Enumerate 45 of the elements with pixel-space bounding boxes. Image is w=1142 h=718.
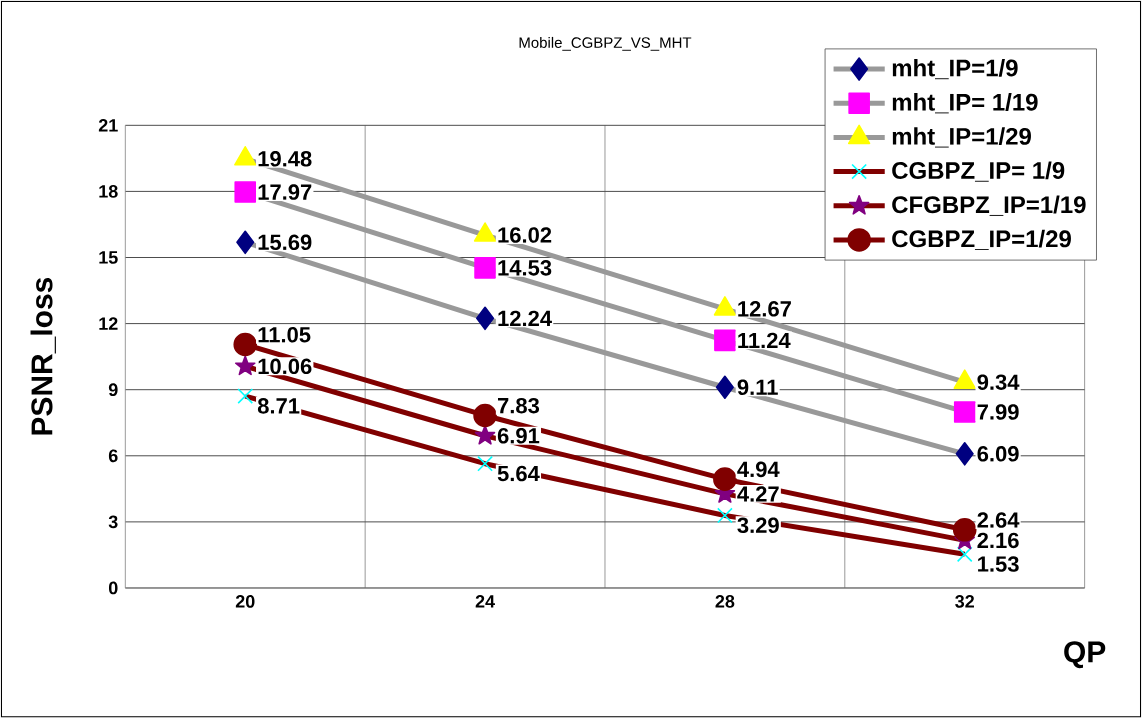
y-tick-label: 21 (98, 118, 118, 132)
y-axis-title: PSNR_loss (30, 277, 56, 435)
data-label: 2.64 (977, 512, 1020, 528)
x-axis-title: QP (1064, 641, 1106, 668)
legend-label: mht_IP=1/29 (892, 127, 1031, 148)
data-label: 4.94 (737, 461, 780, 477)
data-label: 6.09 (977, 445, 1019, 462)
legend-label: mht_IP= 1/19 (892, 92, 1038, 114)
x-tick-label: 32 (955, 594, 974, 608)
data-label: 7.99 (977, 404, 1019, 420)
data-label: 15.69 (258, 234, 312, 250)
legend-label: mht_IP=1/9 (892, 58, 1018, 80)
y-tick-label: 6 (108, 449, 118, 463)
data-label: 3.29 (737, 517, 779, 533)
data-label: 4.27 (737, 486, 779, 502)
data-label: 2.16 (977, 532, 1019, 549)
data-label: 19.48 (258, 150, 312, 167)
data-label: 9.34 (977, 374, 1020, 390)
legend-label: CGBPZ_IP= 1/9 (892, 161, 1065, 182)
x-tick-label: 24 (475, 594, 495, 608)
data-label: 7.83 (497, 397, 540, 414)
y-tick-label: 3 (108, 515, 118, 529)
y-tick-label: 12 (99, 317, 118, 330)
legend-label: CGBPZ_IP=1/29 (892, 229, 1071, 250)
data-label: 9.11 (737, 379, 778, 395)
data-label: 16.02 (498, 227, 552, 243)
data-label: 17.97 (258, 184, 312, 200)
y-tick-label: 0 (108, 581, 118, 595)
legend-label: CFGBPZ_IP=1/19 (892, 195, 1086, 216)
x-tick-label: 20 (235, 594, 255, 608)
data-label: 11.05 (258, 326, 311, 343)
data-label: 1.53 (978, 556, 1019, 572)
chart-title: Mobile_CGBPZ_VS_MHT (519, 36, 692, 51)
data-label: 5.64 (497, 465, 540, 482)
y-tick-label: 9 (108, 383, 118, 396)
data-label: 12.24 (498, 310, 552, 326)
x-tick-label: 28 (715, 594, 735, 608)
data-label: 6.91 (497, 427, 540, 444)
data-label: 14.53 (498, 259, 552, 276)
y-tick-label: 15 (99, 251, 118, 264)
data-label: 12.67 (738, 300, 791, 317)
data-label: 8.71 (257, 397, 300, 414)
data-label: 11.24 (738, 332, 791, 348)
y-tick-label: 18 (99, 184, 118, 198)
data-label: 10.06 (258, 358, 312, 374)
